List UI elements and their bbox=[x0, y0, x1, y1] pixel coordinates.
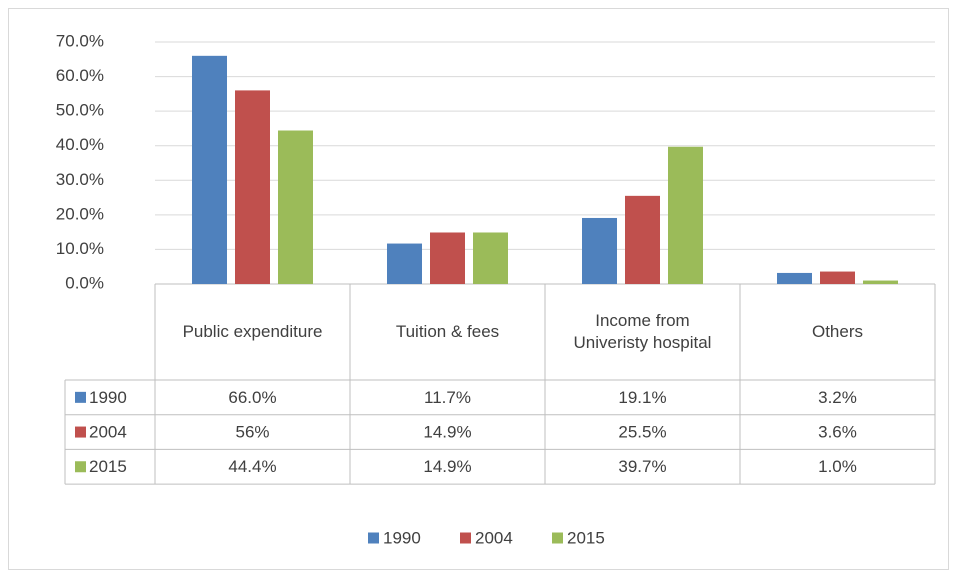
legend-label: 1990 bbox=[383, 528, 421, 547]
category-cell: Income from Univeristy hospital bbox=[573, 311, 712, 352]
table-value: 3.2% bbox=[818, 388, 857, 407]
y-tick-label: 70.0% bbox=[56, 31, 104, 50]
legend-label: 2015 bbox=[567, 528, 605, 547]
category-cell: Public expenditure bbox=[182, 322, 323, 341]
bar bbox=[863, 280, 898, 284]
table-value: 19.1% bbox=[618, 388, 666, 407]
y-tick-label: 30.0% bbox=[56, 170, 104, 189]
x-tick-label: Tuition & fees bbox=[395, 322, 500, 341]
legend-key bbox=[552, 532, 563, 544]
y-tick-label: 40.0% bbox=[56, 135, 104, 154]
table-value: 14.9% bbox=[423, 457, 471, 476]
bar bbox=[235, 90, 270, 285]
table-value: 56% bbox=[235, 423, 269, 442]
table-value: 3.6% bbox=[818, 423, 857, 442]
category-cell: Tuition & fees bbox=[395, 322, 500, 341]
table-value: 1.0% bbox=[818, 457, 857, 476]
x-tick-label: Public expenditure bbox=[182, 322, 323, 341]
table-series-label: 2015 bbox=[89, 457, 127, 476]
table-key bbox=[75, 426, 86, 438]
category-cell: Others bbox=[811, 322, 864, 341]
table-key bbox=[75, 461, 86, 473]
table-value: 11.7% bbox=[424, 388, 471, 407]
chart-border bbox=[8, 8, 949, 570]
y-tick-label: 60.0% bbox=[56, 66, 104, 85]
legend-key bbox=[460, 532, 471, 544]
bar bbox=[192, 55, 227, 285]
x-tick-label: Others bbox=[811, 322, 864, 341]
bar bbox=[820, 271, 855, 284]
bar bbox=[777, 272, 812, 284]
legend-key bbox=[368, 532, 379, 544]
table-value: 66.0% bbox=[228, 388, 276, 407]
bar bbox=[582, 217, 617, 284]
y-tick-label: 50.0% bbox=[56, 101, 104, 120]
table-value: 14.9% bbox=[423, 423, 471, 442]
bar bbox=[668, 146, 703, 284]
bar bbox=[473, 232, 508, 284]
table-series-label: 1990 bbox=[89, 388, 127, 407]
x-tick-label: Income from Univeristy hospital bbox=[573, 311, 712, 352]
bar bbox=[430, 232, 465, 284]
y-tick-label: 0.0% bbox=[65, 273, 104, 292]
table-value: 39.7% bbox=[618, 457, 666, 476]
table-value: 25.5% bbox=[618, 423, 666, 442]
legend-label: 2004 bbox=[475, 528, 513, 547]
table-value: 44.4% bbox=[228, 457, 276, 476]
bar bbox=[625, 195, 660, 284]
bar bbox=[387, 243, 422, 284]
table-key bbox=[75, 391, 86, 403]
y-tick-label: 10.0% bbox=[56, 239, 104, 258]
table-series-label: 2004 bbox=[89, 423, 127, 442]
y-tick-label: 20.0% bbox=[56, 204, 104, 223]
bar bbox=[278, 130, 313, 284]
